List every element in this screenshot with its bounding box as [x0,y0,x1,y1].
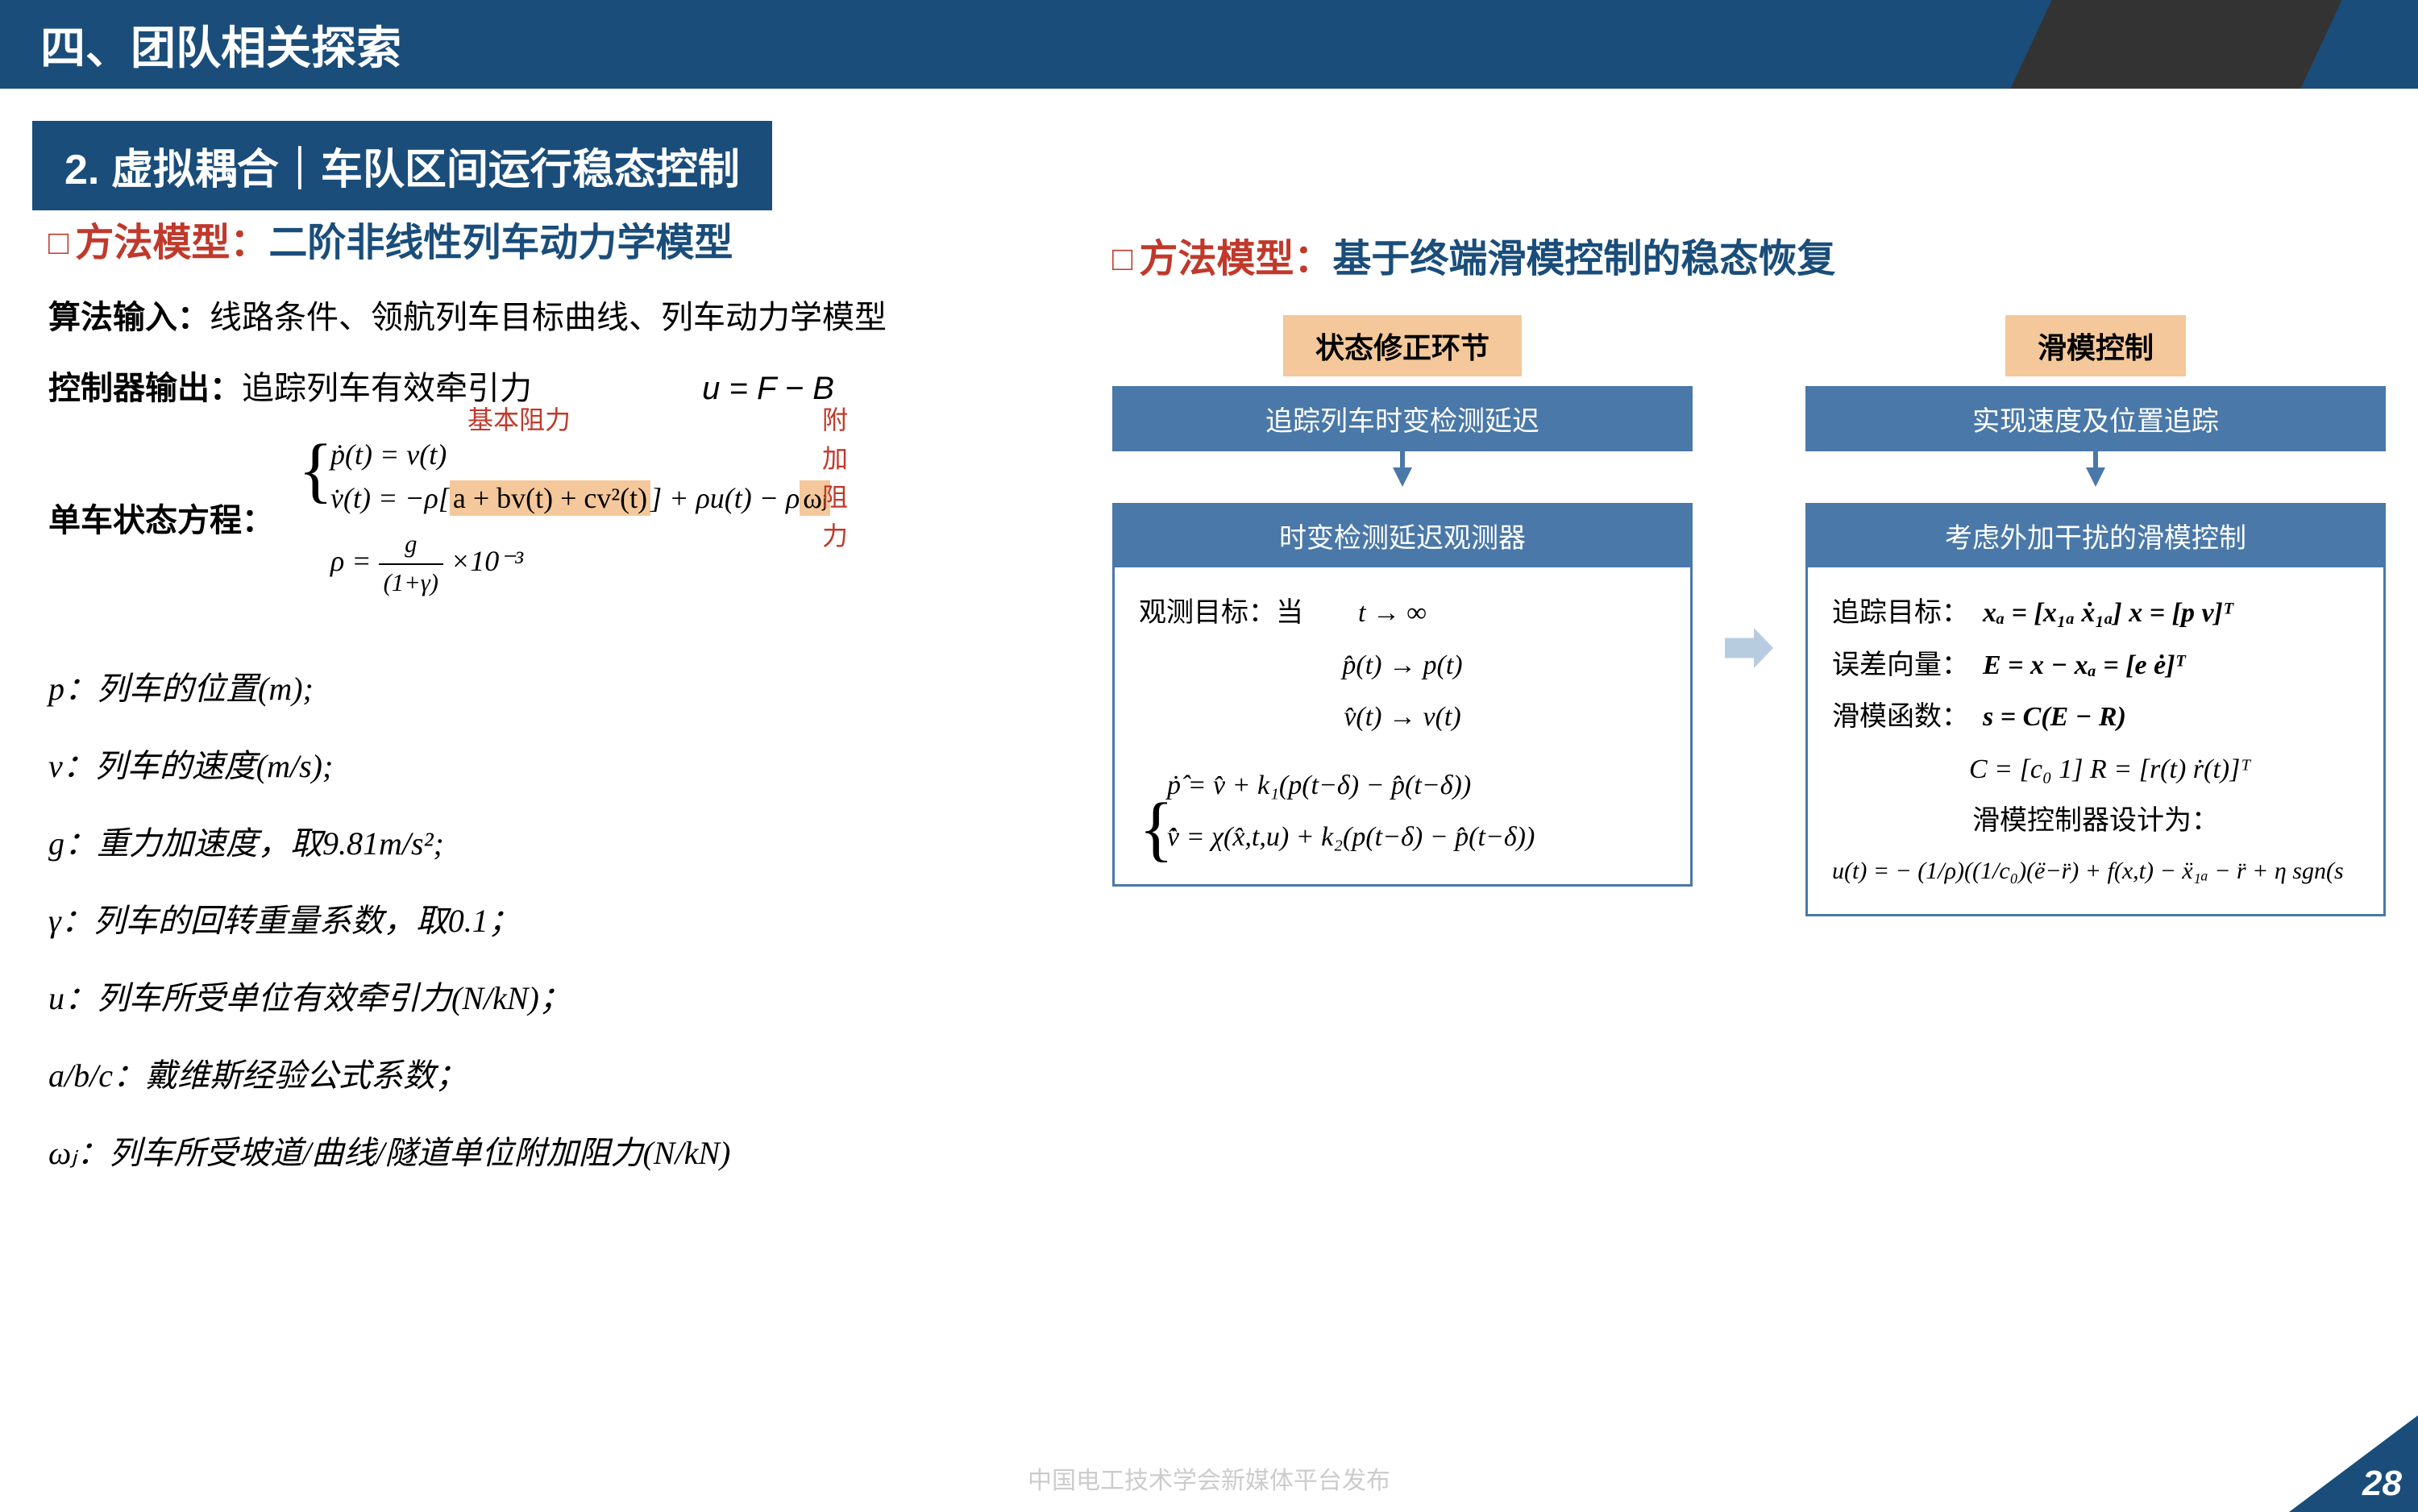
definition-list: p：列车的位置(m); v：列车的速度(m/s); g：重力加速度，取9.81m… [48,650,1096,1192]
flow-col-2: 滑模控制 实现速度及位置追踪 考虑外加干扰的滑模控制 追踪目标： xₐ = [x… [1805,315,2386,916]
right-column: □方法模型：基于终端滑模控制的稳态恢复 状态修正环节 追踪列车时变检测延迟 时变… [1112,226,2386,916]
eq-rho: ρ = g(1+γ) ×10⁻³ [330,526,830,602]
header-stripe [1934,0,2418,89]
box-observer: 时变检测延迟观测器 [1112,503,1693,568]
def-omega: ωⱼ：列车所受坡道/曲线/隧道单位附加阻力(N/kN) [48,1115,1096,1192]
def-u: u：列车所受单位有效牵引力(N/kN)； [48,960,1096,1037]
tag-state-correction: 状态修正环节 [1283,315,1522,376]
def-abc: a/b/c：戴维斯经验公式系数； [48,1037,1096,1115]
eq-v-dot: v̇(t) = −ρ[a + bv(t) + cv²(t)] + ρu(t) −… [330,476,830,520]
watermark: 中国电工技术学会新媒体平台发布 [1028,1460,1390,1496]
def-g: g：重力加速度，取9.81m/s²; [48,805,1096,883]
header-title: 四、团队相关探索 [40,12,401,77]
def-gamma: γ：列车的回转重量系数，取0.1； [48,883,1096,960]
eq-p-dot: ṗ(t) = v(t) [330,433,830,476]
arrow-right-icon [1725,628,1773,668]
observer-formula-box: 观测目标：当 t → ∞ p̂(t) → p(t) v̂(t) → v(t) {… [1112,565,1693,887]
eq-u: u = F − B [702,371,834,407]
state-equation: 单车状态方程： { 基本阻力 附加阻力 ṗ(t) = v(t) v̇(t) = … [48,433,1096,602]
def-p: p：列车的位置(m); [48,650,1096,728]
header-bar: 四、团队相关探索 [0,0,2418,89]
def-v: v：列车的速度(m/s); [48,728,1096,805]
smc-formula-box: 追踪目标： xₐ = [x₁ₐ ẋ₁ₐ] x = [p v]ᵀ 误差向量： E … [1805,565,2386,916]
arrow-down-1 [1393,467,1412,487]
left-method-title: □方法模型：二阶非线性列车动力学模型 [48,210,1096,267]
page-number: 28 [2289,1415,2418,1512]
output-line: 控制器输出：追踪列车有效牵引力 u = F − B [48,362,1096,409]
flow-col-1: 状态修正环节 追踪列车时变检测延迟 时变检测延迟观测器 观测目标：当 t → ∞… [1112,315,1693,887]
section-title: 2. 虚拟耦合｜车队区间运行稳态控制 [32,121,772,210]
arrow-down-2 [2086,467,2105,487]
right-method-title: □方法模型：基于终端滑模控制的稳态恢复 [1112,226,2386,283]
box-smc: 考虑外加干扰的滑模控制 [1805,503,2386,568]
tag-sliding-mode: 滑模控制 [2005,315,2186,376]
flow-diagram: 状态修正环节 追踪列车时变检测延迟 时变检测延迟观测器 观测目标：当 t → ∞… [1112,315,2386,916]
input-line: 算法输入：线路条件、领航列车目标曲线、列车动力学模型 [48,291,1096,338]
left-column: □方法模型：二阶非线性列车动力学模型 算法输入：线路条件、领航列车目标曲线、列车… [48,210,1096,1192]
content-area: □方法模型：二阶非线性列车动力学模型 算法输入：线路条件、领航列车目标曲线、列车… [0,210,2418,235]
